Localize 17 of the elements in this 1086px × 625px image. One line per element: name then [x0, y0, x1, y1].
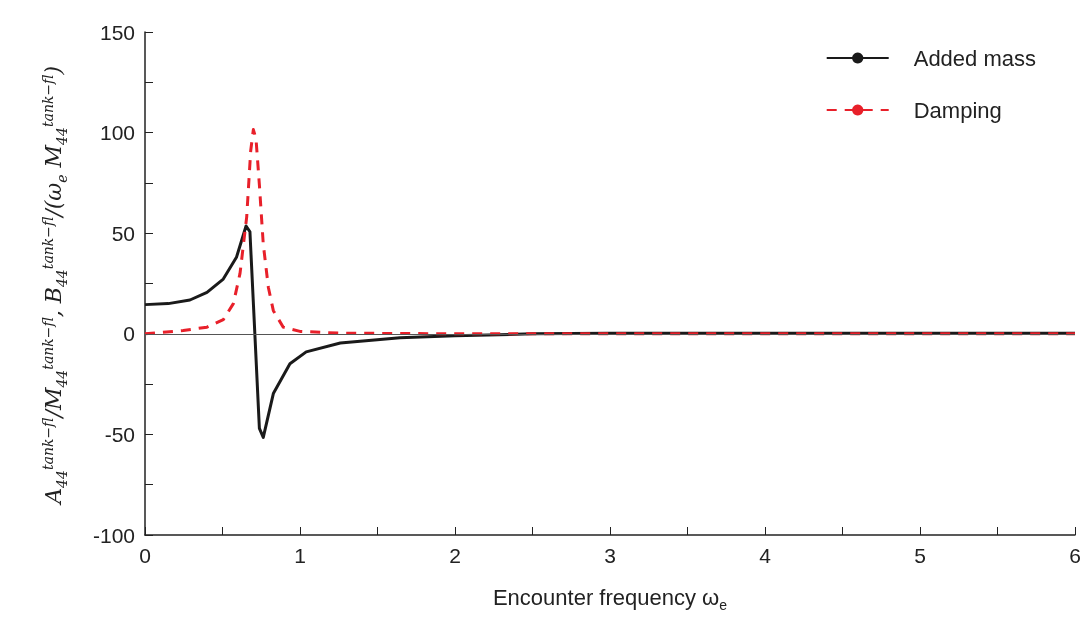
line-series: [143, 128, 1077, 336]
x-tick-label: 3: [604, 544, 616, 567]
legend-label: Added mass: [913, 45, 1037, 71]
x-tick-label: 1: [294, 544, 306, 567]
y-tick-label: 0: [123, 322, 135, 346]
x-tick-label: 5: [914, 544, 926, 567]
y-tick-label: 50: [111, 221, 135, 245]
x-tick-label: 2: [449, 544, 461, 567]
x-tick-label: 4: [759, 544, 772, 567]
x-tick-label: 0: [139, 544, 151, 567]
legend-label: Damping: [913, 97, 1002, 123]
x-tick-label: 6: [1069, 544, 1081, 567]
y-tick-label: -100: [92, 523, 135, 547]
y-tick-label: 150: [99, 20, 135, 44]
x-axis-title: Encounter frequency ω$_{e}$: [491, 585, 729, 614]
y-tick-label: -50: [104, 422, 135, 446]
y-tick-label: 100: [99, 121, 135, 145]
